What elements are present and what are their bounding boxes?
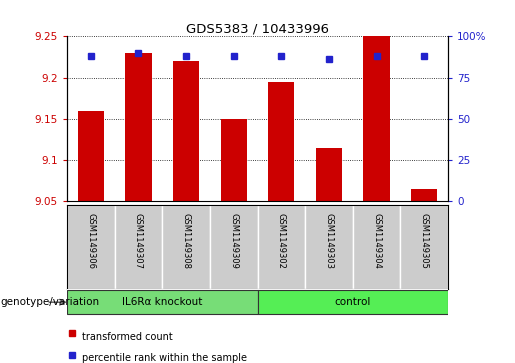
Bar [258, 290, 448, 314]
Bar [305, 205, 353, 289]
Bar [411, 189, 437, 201]
Bar [125, 53, 151, 201]
Text: percentile rank within the sample: percentile rank within the sample [82, 353, 247, 363]
Bar [401, 205, 448, 289]
Bar [162, 205, 210, 289]
Bar [364, 36, 390, 201]
Bar [78, 111, 104, 201]
Text: control: control [335, 297, 371, 307]
Text: GSM1149303: GSM1149303 [324, 213, 333, 269]
Bar [67, 290, 258, 314]
Text: GSM1149305: GSM1149305 [420, 213, 428, 269]
Bar [173, 61, 199, 201]
Text: GSM1149304: GSM1149304 [372, 213, 381, 269]
Text: GSM1149307: GSM1149307 [134, 213, 143, 269]
Bar [220, 119, 247, 201]
Bar [268, 82, 295, 201]
Text: IL6Rα knockout: IL6Rα knockout [122, 297, 202, 307]
Text: transformed count: transformed count [82, 332, 173, 342]
Bar [114, 205, 162, 289]
Text: GSM1149309: GSM1149309 [229, 213, 238, 269]
Bar [258, 205, 305, 289]
Text: genotype/variation: genotype/variation [0, 297, 99, 307]
Text: GSM1149306: GSM1149306 [87, 213, 95, 269]
Title: GDS5383 / 10433996: GDS5383 / 10433996 [186, 22, 329, 35]
Bar [67, 205, 115, 289]
Bar [210, 205, 258, 289]
Text: GSM1149302: GSM1149302 [277, 213, 286, 269]
Bar [316, 148, 342, 201]
Text: GSM1149308: GSM1149308 [182, 213, 191, 269]
Bar [353, 205, 401, 289]
